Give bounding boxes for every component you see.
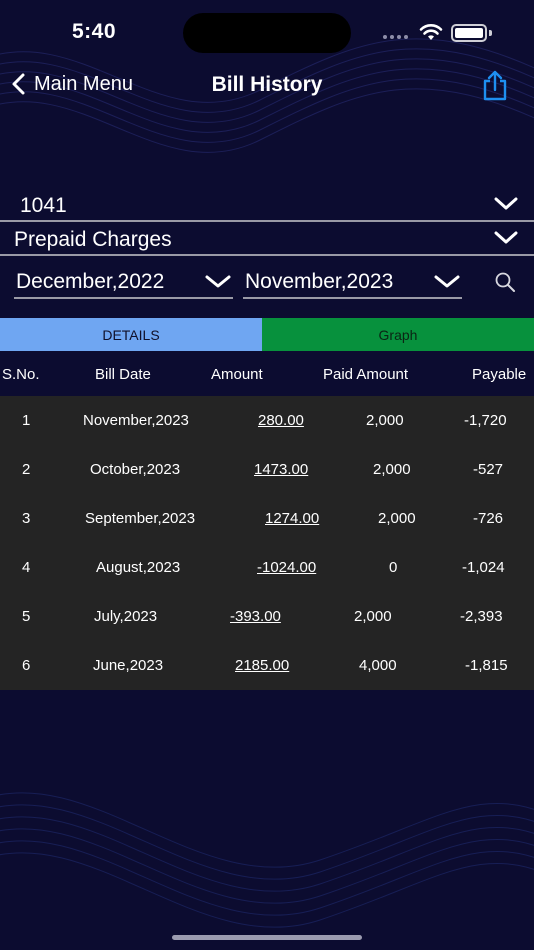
cell-payable: -726 bbox=[473, 510, 504, 527]
navigation-bar: Main Menu Bill History bbox=[0, 64, 534, 108]
back-button-label: Main Menu bbox=[34, 72, 133, 95]
chevron-down-icon bbox=[494, 231, 518, 244]
chevron-down-icon bbox=[494, 197, 518, 210]
cell-payable: -527 bbox=[473, 461, 504, 478]
header-bill-date: Bill Date bbox=[95, 366, 151, 383]
category-dropdown[interactable]: Prepaid Charges bbox=[0, 224, 534, 256]
tab-graph[interactable]: Graph bbox=[262, 318, 534, 351]
cell-paid-amount: 2,000 bbox=[354, 608, 392, 625]
cell-paid-amount: 4,000 bbox=[359, 657, 397, 674]
cell-paid-amount: 2,000 bbox=[378, 510, 416, 527]
chevron-left-icon bbox=[12, 73, 25, 95]
from-date-dropdown[interactable]: December,2022 bbox=[14, 264, 233, 299]
cell-amount-link[interactable]: 280.00 bbox=[258, 412, 304, 429]
cell-sno: 1 bbox=[22, 412, 31, 429]
bill-table: 1 November,2023 280.00 2,000 -1,720 2 Oc… bbox=[0, 396, 534, 690]
cell-sno: 3 bbox=[22, 510, 31, 527]
cell-sno: 6 bbox=[22, 657, 31, 674]
cell-payable: -1,720 bbox=[464, 412, 507, 429]
search-icon[interactable] bbox=[494, 271, 516, 293]
page-title: Bill History bbox=[211, 73, 323, 96]
table-row: 4 August,2023 -1024.00 0 -1,024 bbox=[0, 543, 534, 592]
account-value: 1041 bbox=[20, 194, 67, 217]
cell-bill-date: July,2023 bbox=[94, 608, 158, 625]
cell-payable: -2,393 bbox=[460, 608, 503, 625]
share-icon[interactable] bbox=[480, 70, 510, 102]
cell-bill-date: November,2023 bbox=[83, 412, 189, 429]
cell-payable: -1,815 bbox=[465, 657, 508, 674]
cell-paid-amount: 2,000 bbox=[373, 461, 411, 478]
wifi-icon bbox=[419, 24, 443, 40]
battery-icon bbox=[451, 24, 487, 42]
home-indicator[interactable] bbox=[172, 935, 362, 940]
cell-sno: 2 bbox=[22, 461, 31, 478]
table-row: 1 November,2023 280.00 2,000 -1,720 bbox=[0, 396, 534, 445]
cell-bill-date: June,2023 bbox=[93, 657, 164, 674]
status-time: 5:40 bbox=[72, 20, 117, 43]
dynamic-island bbox=[183, 13, 351, 53]
back-button[interactable]: Main Menu bbox=[10, 72, 133, 96]
header-paid-amount: Paid Amount bbox=[323, 366, 409, 383]
cell-bill-date: October,2023 bbox=[90, 461, 181, 478]
cell-amount-link[interactable]: 1274.00 bbox=[265, 510, 320, 527]
table-row: 2 October,2023 1473.00 2,000 -527 bbox=[0, 445, 534, 494]
cell-bill-date: August,2023 bbox=[96, 559, 181, 576]
cellular-signal-icon bbox=[383, 35, 408, 39]
cell-amount-link[interactable]: -393.00 bbox=[230, 608, 281, 625]
category-value: Prepaid Charges bbox=[14, 228, 172, 251]
account-dropdown[interactable]: 1041 bbox=[0, 190, 534, 222]
from-date-value: December,2022 bbox=[16, 270, 165, 293]
cell-bill-date: September,2023 bbox=[85, 510, 196, 527]
header-amount: Amount bbox=[211, 366, 263, 383]
view-tabs: DETAILS Graph bbox=[0, 318, 534, 351]
cell-paid-amount: 2,000 bbox=[366, 412, 404, 429]
cell-amount-link[interactable]: 2185.00 bbox=[235, 657, 290, 674]
chevron-down-icon bbox=[434, 275, 460, 288]
header-sno: S.No. bbox=[2, 366, 40, 383]
to-date-value: November,2023 bbox=[245, 270, 394, 293]
cell-sno: 5 bbox=[22, 608, 31, 625]
table-row: 6 June,2023 2185.00 4,000 -1,815 bbox=[0, 641, 534, 690]
table-row: 5 July,2023 -393.00 2,000 -2,393 bbox=[0, 592, 534, 641]
cell-amount-link[interactable]: -1024.00 bbox=[257, 559, 317, 576]
cell-sno: 4 bbox=[22, 559, 31, 576]
to-date-dropdown[interactable]: November,2023 bbox=[243, 264, 462, 299]
cell-amount-link[interactable]: 1473.00 bbox=[254, 461, 309, 478]
table-header: S.No. Bill Date Amount Paid Amount Payab… bbox=[0, 352, 534, 396]
table-row: 3 September,2023 1274.00 2,000 -726 bbox=[0, 494, 534, 543]
status-bar: 5:40 bbox=[0, 0, 534, 64]
battery-cap bbox=[489, 30, 492, 36]
chevron-down-icon bbox=[205, 275, 231, 288]
cell-paid-amount: 0 bbox=[389, 559, 398, 576]
tab-details[interactable]: DETAILS bbox=[0, 318, 262, 351]
cell-payable: -1,024 bbox=[462, 559, 505, 576]
header-payable: Payable bbox=[472, 366, 527, 383]
